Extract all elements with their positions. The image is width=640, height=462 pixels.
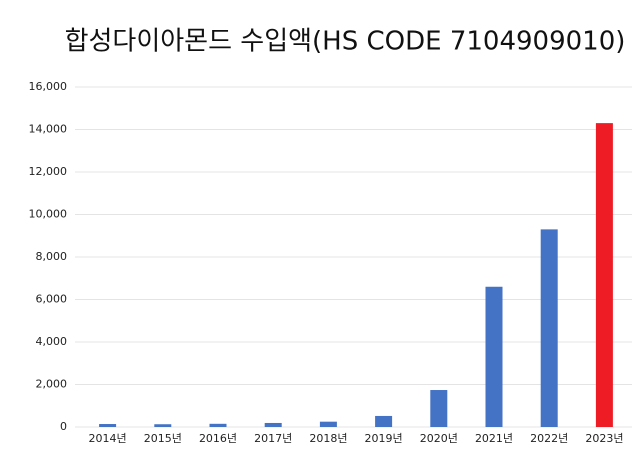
bar bbox=[99, 424, 117, 427]
bar bbox=[485, 286, 503, 427]
x-tick-label: 2017년 bbox=[254, 432, 292, 445]
bar bbox=[540, 229, 558, 427]
y-tick-label: 12,000 bbox=[29, 165, 68, 178]
bar bbox=[264, 422, 282, 427]
bar bbox=[319, 421, 337, 427]
y-tick-label: 6,000 bbox=[36, 293, 68, 306]
bar bbox=[430, 390, 448, 427]
x-tick-label: 2021년 bbox=[475, 432, 513, 445]
y-tick-label: 8,000 bbox=[36, 250, 68, 263]
y-tick-label: 0 bbox=[60, 420, 67, 433]
chart-title: 합성다이아몬드 수입액(HS CODE 7104909010) bbox=[65, 27, 626, 57]
y-tick-label: 4,000 bbox=[36, 335, 68, 348]
x-tick-label: 2020년 bbox=[420, 432, 458, 445]
x-tick-label: 2014년 bbox=[89, 432, 127, 445]
bar bbox=[209, 423, 227, 427]
bar bbox=[154, 424, 172, 427]
x-tick-label: 2015년 bbox=[144, 432, 182, 445]
y-tick-label: 2,000 bbox=[36, 378, 68, 391]
y-tick-label: 10,000 bbox=[29, 208, 68, 221]
x-tick-label: 2023년 bbox=[585, 432, 623, 445]
x-tick-label: 2018년 bbox=[309, 432, 347, 445]
bar bbox=[375, 415, 393, 427]
x-tick-label: 2016년 bbox=[199, 432, 237, 445]
y-tick-label: 16,000 bbox=[29, 80, 68, 93]
y-tick-label: 14,000 bbox=[29, 123, 68, 136]
bar bbox=[595, 123, 613, 427]
x-tick-label: 2019년 bbox=[365, 432, 403, 445]
x-tick-label: 2022년 bbox=[530, 432, 568, 445]
